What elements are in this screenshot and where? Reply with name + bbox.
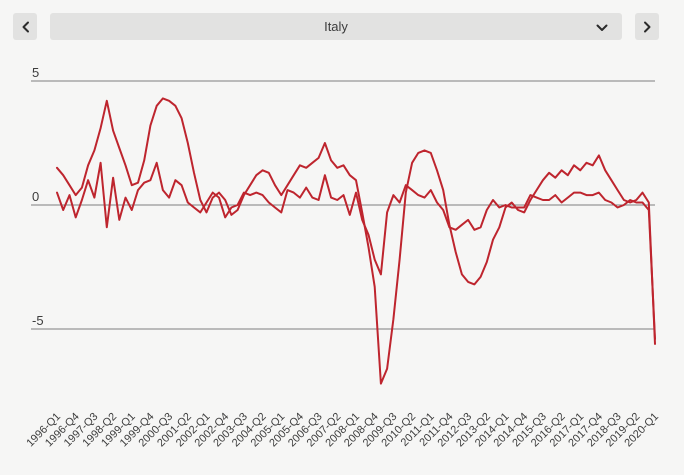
y-tick-label: 0 (32, 189, 39, 204)
chevron-left-icon (22, 21, 29, 32)
country-dropdown[interactable]: Italy (50, 13, 622, 40)
y-tick-label: 5 (32, 65, 39, 80)
country-dropdown-value: Italy (324, 19, 348, 34)
prev-country-button[interactable] (13, 13, 37, 40)
toolbar: Italy (13, 13, 659, 40)
next-country-button[interactable] (635, 13, 659, 40)
chevron-right-icon (643, 21, 650, 32)
y-tick-label: -5 (32, 313, 44, 328)
series-line-1 (56, 97, 656, 385)
series-line-2 (56, 161, 656, 340)
chevron-down-icon (596, 24, 608, 31)
